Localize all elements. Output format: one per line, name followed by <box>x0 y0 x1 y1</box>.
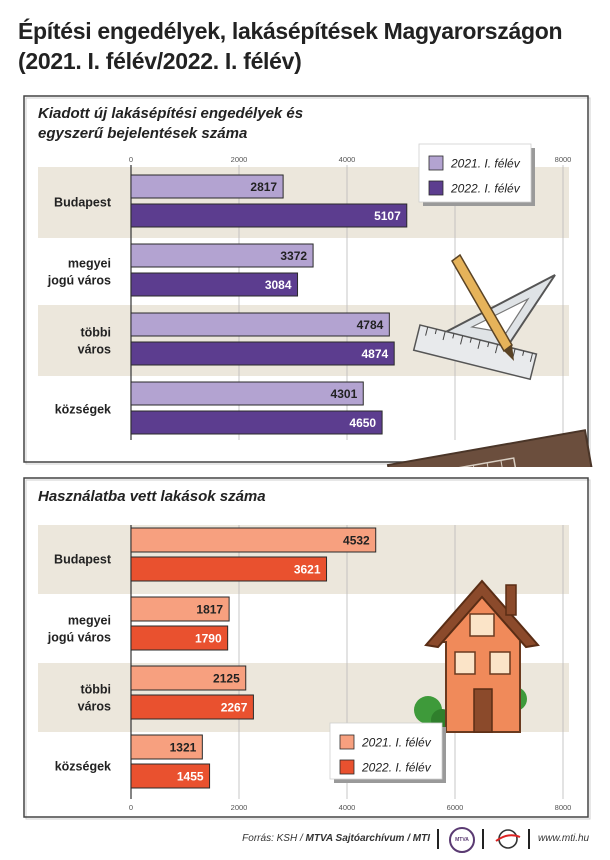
data-label: 4650 <box>349 416 376 430</box>
tick-label: 8000 <box>555 155 572 164</box>
separator <box>528 829 530 849</box>
source-bold: MTVA Sajtóarchívum / MTI <box>306 833 430 844</box>
permits-chart: Kiadott új lakásépítési engedélyek és egy… <box>0 95 610 467</box>
data-label: 5107 <box>374 209 401 223</box>
tick-label: 4000 <box>339 803 356 812</box>
category-label: többi <box>80 683 111 697</box>
category-label: községek <box>55 760 111 774</box>
data-label: 3084 <box>265 278 292 292</box>
data-label: 2267 <box>221 701 248 715</box>
separator <box>482 829 484 849</box>
legend-swatch <box>429 156 443 170</box>
data-label: 4301 <box>331 387 358 401</box>
data-label: 4532 <box>343 534 370 548</box>
bar <box>131 313 389 336</box>
category-label: megyei <box>68 614 111 628</box>
data-label: 1321 <box>170 741 197 755</box>
bar <box>131 382 363 405</box>
data-label: 3621 <box>294 563 321 577</box>
door-icon <box>474 689 492 732</box>
legend-swatch <box>340 760 354 774</box>
title-line-2: (2021. I. félév/2022. I. félév) <box>18 46 598 76</box>
bar <box>131 342 394 365</box>
tick-label: 8000 <box>555 803 572 812</box>
title-line-1: Építési engedélyek, lakásépítések Magyar… <box>18 16 598 46</box>
chart-title: Használatba vett lakások száma <box>38 488 266 505</box>
category-label: megyei <box>68 257 111 271</box>
data-label: 3372 <box>280 249 307 263</box>
legend-swatch <box>340 735 354 749</box>
category-label: Budapest <box>54 553 112 567</box>
data-label: 4874 <box>361 347 388 361</box>
window-icon <box>455 652 475 674</box>
chart-title: Kiadott új lakásépítési engedélyek és <box>38 105 303 122</box>
tick-label: 6000 <box>447 803 464 812</box>
data-label: 1790 <box>195 632 222 646</box>
category-label: város <box>78 700 111 714</box>
window-icon <box>470 614 494 636</box>
bar <box>131 528 376 552</box>
source-prefix: Forrás: KSH / <box>242 833 305 844</box>
tick-label: 2000 <box>231 803 248 812</box>
data-label: 4784 <box>357 318 384 332</box>
tick-label: 2000 <box>231 155 248 164</box>
category-label: város <box>78 343 111 357</box>
legend-label: 2022. I. félév <box>450 182 521 196</box>
data-label: 2125 <box>213 672 240 686</box>
window-icon <box>490 652 510 674</box>
legend-swatch <box>429 181 443 195</box>
source-credit: Forrás: KSH / MTVA Sajtóarchívum / MTI <box>242 833 430 844</box>
data-label: 2817 <box>250 180 277 194</box>
completed-dwellings-chart: Használatba vett lakások száma 0 2000 4000 6… <box>0 477 610 822</box>
chimney-icon <box>506 585 516 615</box>
tick-label: 0 <box>129 155 133 164</box>
mtva-logo-icon: MTVA <box>449 827 475 853</box>
category-label: jogú város <box>47 274 111 288</box>
category-label: községek <box>55 403 111 417</box>
page-title: Építési engedélyek, lakásépítések Magyar… <box>18 16 598 76</box>
mti-logo-icon <box>494 826 522 852</box>
legend-label: 2022. I. félév <box>361 761 432 775</box>
category-label: többi <box>80 326 111 340</box>
legend-label: 2021. I. félév <box>450 157 521 171</box>
category-label: Budapest <box>54 196 112 210</box>
footer: Forrás: KSH / MTVA Sajtóarchívum / MTI M… <box>0 822 610 860</box>
data-label: 1455 <box>177 770 204 784</box>
category-label: jogú város <box>47 631 111 645</box>
bar <box>131 411 382 434</box>
tick-label: 4000 <box>339 155 356 164</box>
website-link[interactable]: www.mti.hu <box>538 833 589 844</box>
legend-label: 2021. I. félév <box>361 736 432 750</box>
bar <box>131 204 407 227</box>
data-label: 1817 <box>196 603 223 617</box>
tick-label: 0 <box>129 803 133 812</box>
separator <box>437 829 439 849</box>
chart-title: egyszerű bejelentések száma <box>38 125 247 142</box>
